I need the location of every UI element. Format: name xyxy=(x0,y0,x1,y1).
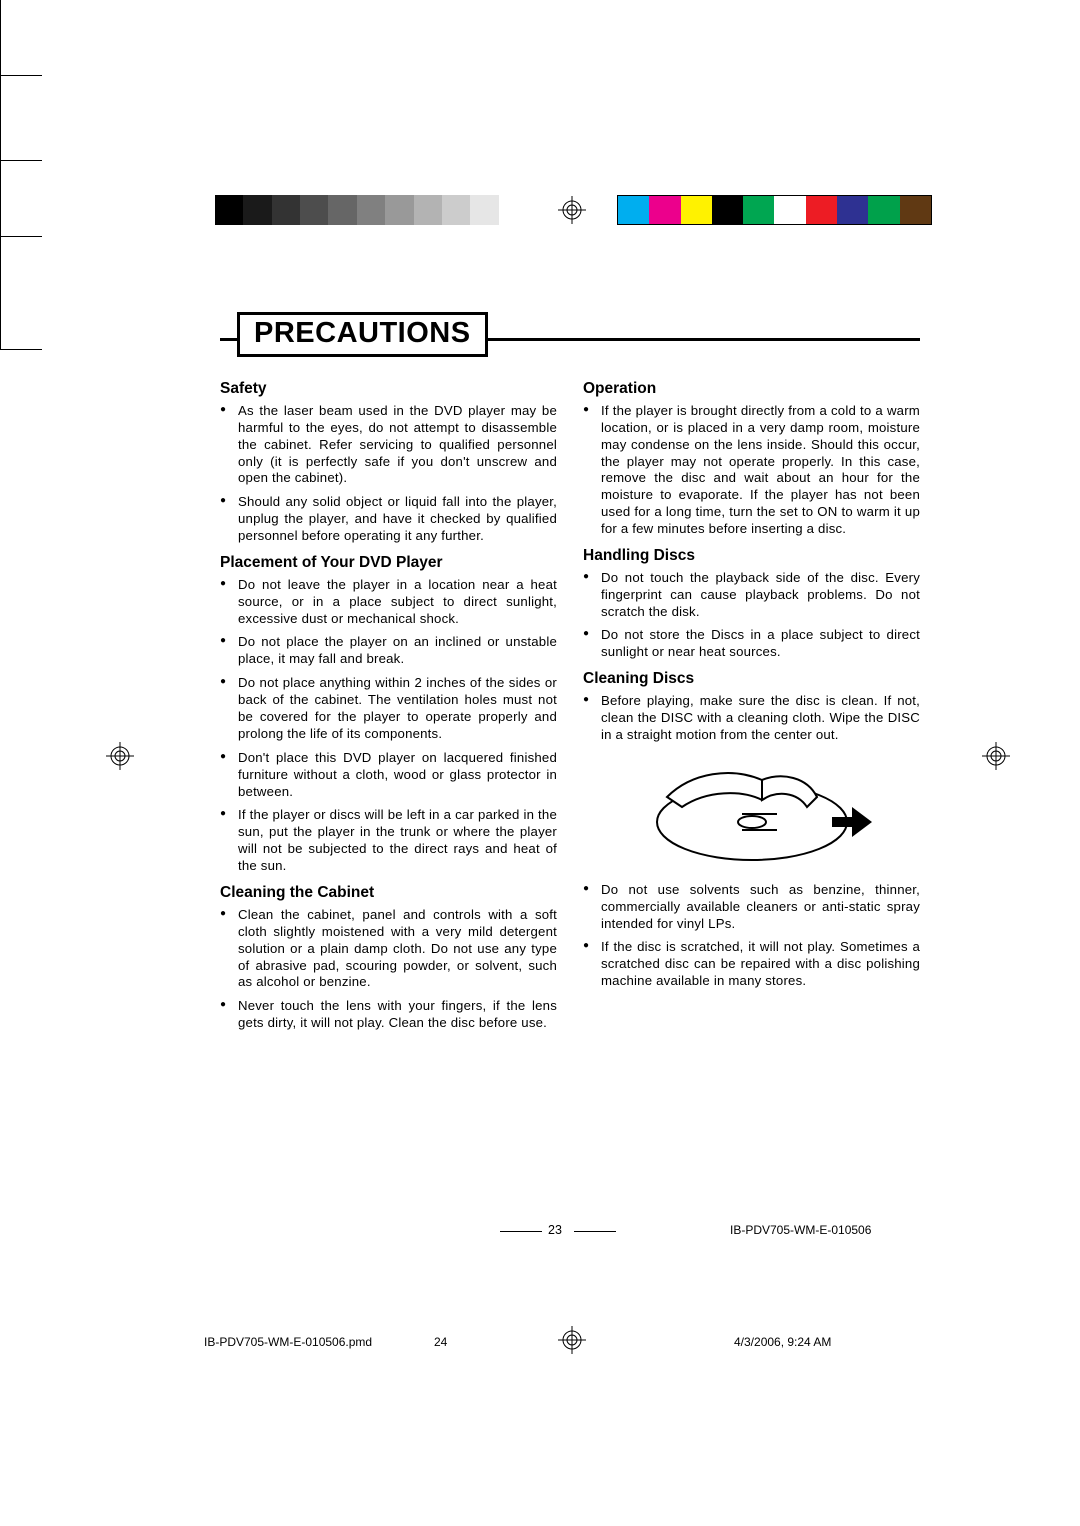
gray-swatch xyxy=(499,195,527,225)
section-heading: Placement of Your DVD Player xyxy=(220,553,557,573)
list-item: Do not touch the playback side of the di… xyxy=(583,570,920,621)
list-item: Do not place the player on an inclined o… xyxy=(220,634,557,668)
color-swatch xyxy=(712,196,743,224)
title-rule xyxy=(487,338,920,341)
grayscale-calibration-bar xyxy=(215,195,527,225)
crop-mark xyxy=(0,75,42,76)
section-heading: Operation xyxy=(583,379,920,399)
page-title: PRECAUTIONS xyxy=(237,312,488,357)
registration-mark-icon xyxy=(982,742,1010,770)
disc-cleaning-illustration-icon xyxy=(622,752,882,872)
gray-swatch xyxy=(328,195,356,225)
footer-rule xyxy=(500,1231,542,1232)
page-content: PRECAUTIONS Safety As the laser beam used… xyxy=(220,312,920,1040)
list-item: Should any solid object or liquid fall i… xyxy=(220,494,557,545)
gray-swatch xyxy=(470,195,498,225)
crop-mark xyxy=(0,236,42,237)
bullet-list: As the laser beam used in the DVD player… xyxy=(220,403,557,545)
registration-mark-icon xyxy=(558,196,586,224)
color-swatch xyxy=(649,196,680,224)
list-item: Do not place anything within 2 inches of… xyxy=(220,675,557,743)
color-swatch xyxy=(774,196,805,224)
gray-swatch xyxy=(414,195,442,225)
section-heading: Cleaning the Cabinet xyxy=(220,883,557,903)
prepress-footer: IB-PDV705-WM-E-010506.pmd 24 4/3/2006, 9… xyxy=(204,1335,934,1349)
page-footer: 23 IB-PDV705-WM-E-010506 xyxy=(0,1222,1080,1242)
left-column: Safety As the laser beam used in the DVD … xyxy=(220,373,557,1040)
page-number: 23 xyxy=(548,1223,562,1237)
gray-swatch xyxy=(243,195,271,225)
crop-mark xyxy=(0,237,1,279)
title-rule xyxy=(220,338,238,341)
color-swatch xyxy=(900,196,931,224)
bullet-list: Do not touch the playback side of the di… xyxy=(583,570,920,661)
bullet-list: Before playing, make sure the disc is cl… xyxy=(583,693,920,744)
bullet-list: Clean the cabinet, panel and controls wi… xyxy=(220,907,557,1032)
source-filename: IB-PDV705-WM-E-010506.pmd xyxy=(204,1335,434,1349)
section-heading: Cleaning Discs xyxy=(583,669,920,689)
list-item: As the laser beam used in the DVD player… xyxy=(220,403,557,487)
title-row: PRECAUTIONS xyxy=(220,312,920,367)
timestamp: 4/3/2006, 9:24 AM xyxy=(634,1335,934,1349)
bullet-list: Do not use solvents such as benzine, thi… xyxy=(583,882,920,990)
crop-mark xyxy=(0,279,1,349)
gray-swatch xyxy=(357,195,385,225)
doc-id: IB-PDV705-WM-E-010506 xyxy=(730,1223,871,1237)
list-item: Do not use solvents such as benzine, thi… xyxy=(583,882,920,933)
crop-mark xyxy=(0,349,42,350)
gray-swatch xyxy=(215,195,243,225)
bullet-list: If the player is brought directly from a… xyxy=(583,403,920,538)
color-swatch xyxy=(618,196,649,224)
gray-swatch xyxy=(272,195,300,225)
list-item: Do not leave the player in a location ne… xyxy=(220,577,557,628)
list-item: Do not store the Discs in a place subjec… xyxy=(583,627,920,661)
footer-rule xyxy=(574,1231,616,1232)
color-swatch xyxy=(868,196,899,224)
color-swatch xyxy=(806,196,837,224)
color-swatch xyxy=(681,196,712,224)
gray-swatch xyxy=(385,195,413,225)
section-heading: Handling Discs xyxy=(583,546,920,566)
right-column: Operation If the player is brought direct… xyxy=(583,373,920,1040)
crop-mark xyxy=(0,76,1,118)
list-item: Never touch the lens with your fingers, … xyxy=(220,998,557,1032)
list-item: If the disc is scratched, it will not pl… xyxy=(583,939,920,990)
crop-mark xyxy=(0,0,1,75)
section-heading: Safety xyxy=(220,379,557,399)
gray-swatch xyxy=(300,195,328,225)
list-item: Clean the cabinet, panel and controls wi… xyxy=(220,907,557,991)
color-swatch xyxy=(743,196,774,224)
list-item: Before playing, make sure the disc is cl… xyxy=(583,693,920,744)
crop-mark xyxy=(0,160,42,161)
crop-mark xyxy=(0,161,1,236)
list-item: If the player is brought directly from a… xyxy=(583,403,920,538)
gray-swatch xyxy=(442,195,470,225)
color-swatch xyxy=(837,196,868,224)
bullet-list: Do not leave the player in a location ne… xyxy=(220,577,557,875)
sheet-number: 24 xyxy=(434,1335,634,1349)
crop-mark xyxy=(0,118,1,160)
color-calibration-bar xyxy=(617,195,932,225)
registration-mark-icon xyxy=(106,742,134,770)
list-item: If the player or discs will be left in a… xyxy=(220,807,557,875)
list-item: Don't place this DVD player on lacquered… xyxy=(220,750,557,801)
